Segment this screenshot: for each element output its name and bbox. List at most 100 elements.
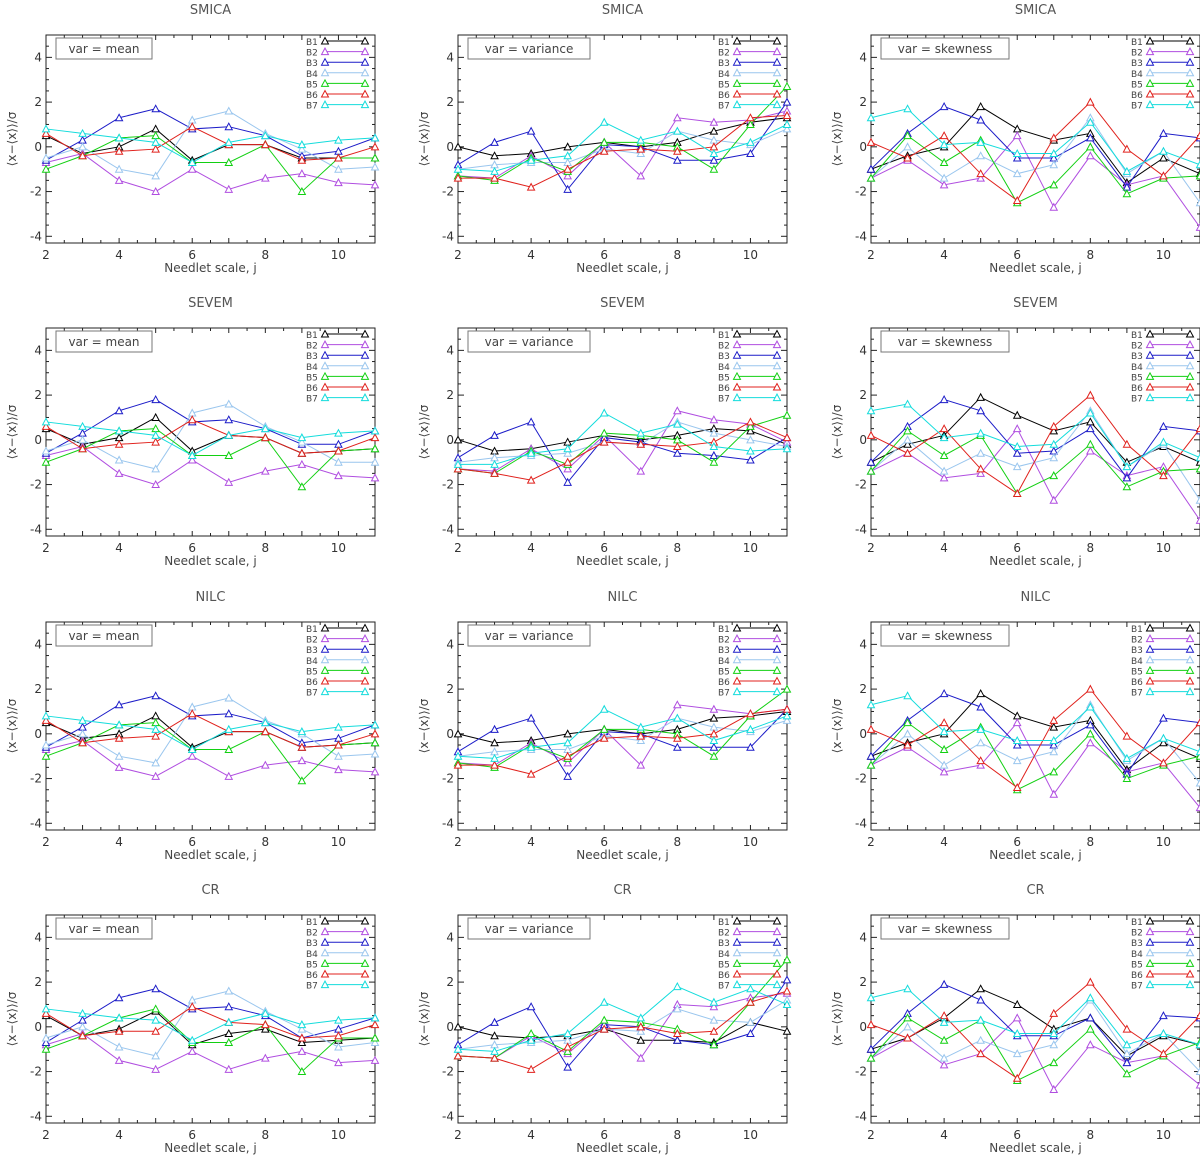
- data-point: [709, 126, 719, 135]
- legend-marker: [1145, 927, 1155, 936]
- series-line-b4: [870, 116, 1200, 204]
- data-point: [151, 758, 161, 767]
- series-line-b6: [45, 713, 376, 748]
- data-point: [672, 742, 682, 751]
- legend-marker: [772, 68, 782, 77]
- data-point: [224, 1017, 234, 1026]
- data-point: [1195, 495, 1200, 504]
- legend-marker: [1145, 958, 1155, 967]
- legend-label: B1: [718, 331, 730, 341]
- data-point: [672, 982, 682, 991]
- legend-marker: [360, 89, 370, 98]
- series-line-b3: [870, 106, 1200, 188]
- data-point: [1012, 441, 1022, 451]
- data-point: [599, 408, 609, 417]
- data-point: [187, 415, 197, 424]
- data-point: [599, 146, 609, 155]
- legend-marker: [772, 958, 782, 967]
- data-point: [1012, 462, 1022, 471]
- x-tick-label: 10: [743, 1128, 758, 1142]
- panel-title: CR: [1026, 883, 1044, 898]
- panel-cr-skewness: CR 2 4 6 8 10 -4 -2 0 2 4 Needlet scale, j ⟨x−⟨x⟩⟩/σ…: [830, 883, 1200, 1155]
- legend-label: B2: [718, 342, 730, 352]
- data-point: [370, 142, 380, 151]
- data-point: [490, 173, 499, 182]
- data-point: [151, 430, 161, 439]
- legend-marker: [360, 958, 370, 967]
- data-point: [976, 464, 986, 473]
- data-point: [370, 1037, 380, 1046]
- y-tick-label: 4: [34, 637, 42, 651]
- data-point: [672, 448, 682, 457]
- series-line-b1: [457, 1021, 788, 1043]
- x-tick-label: 6: [600, 541, 608, 555]
- data-point: [976, 173, 986, 182]
- data-point: [151, 711, 161, 720]
- data-point: [782, 97, 792, 106]
- data-point: [563, 771, 573, 780]
- data-point: [939, 424, 949, 433]
- data-point: [746, 426, 755, 435]
- series-line-b3: [870, 983, 1200, 1064]
- data-point: [114, 1042, 124, 1051]
- legend-label: B6: [1131, 91, 1143, 101]
- series-line-b4: [457, 128, 788, 170]
- data-point: [453, 173, 463, 182]
- data-point: [939, 979, 949, 988]
- data-point: [1012, 410, 1022, 419]
- y-tick-label: 2: [446, 682, 454, 696]
- x-axis-label: Needlet scale, j: [576, 1141, 668, 1155]
- data-point: [260, 424, 270, 433]
- data-point: [866, 993, 876, 1002]
- x-tick-label: 10: [331, 541, 346, 555]
- plot-frame: [870, 34, 1200, 244]
- plot-frame: [870, 621, 1200, 831]
- data-point: [41, 751, 51, 760]
- legend-label: B2: [1131, 929, 1143, 939]
- data-point: [1085, 151, 1095, 160]
- data-point: [563, 1042, 573, 1051]
- series-line-b3: [45, 108, 376, 161]
- var-label: var = variance: [485, 922, 574, 936]
- data-point: [526, 742, 536, 751]
- data-point: [334, 471, 343, 480]
- series-line-b5: [457, 414, 788, 474]
- data-point: [114, 468, 124, 477]
- data-point: [939, 466, 949, 475]
- legend-marker: [320, 937, 330, 946]
- data-point: [334, 1015, 343, 1024]
- x-tick-label: 4: [527, 835, 535, 849]
- series-line-b2: [457, 992, 788, 1059]
- var-label-box: [55, 917, 153, 940]
- data-point: [334, 1058, 343, 1067]
- series-line-b7: [457, 121, 788, 172]
- data-point: [782, 124, 792, 133]
- data-point: [903, 104, 912, 113]
- data-point: [1012, 782, 1022, 792]
- series-line-b7: [870, 988, 1200, 1046]
- data-point: [563, 751, 573, 760]
- data-point: [370, 473, 380, 482]
- data-point: [187, 455, 197, 464]
- panel-smica-variance: SMICA 2 4 6 8 10 -4 -2 0 2 4 Needlet scale, j ⟨x−⟨x⟩…: [417, 3, 792, 275]
- var-label-box: [467, 37, 591, 60]
- data-point: [782, 119, 792, 128]
- legend-marker: [320, 100, 330, 109]
- legend-marker: [360, 350, 370, 359]
- legend-label: B3: [718, 646, 730, 656]
- data-point: [903, 153, 912, 162]
- data-point: [114, 700, 124, 709]
- x-tick-label: 8: [262, 835, 270, 849]
- legend-marker: [772, 350, 782, 359]
- data-point: [1012, 999, 1022, 1008]
- x-axis-label: Needlet scale, j: [164, 848, 256, 862]
- data-point: [903, 131, 912, 140]
- data-point: [78, 128, 87, 137]
- data-point: [746, 119, 755, 128]
- data-point: [563, 164, 573, 173]
- legend-label: B5: [718, 373, 730, 383]
- legend-marker: [772, 687, 782, 696]
- data-point: [1159, 1028, 1168, 1038]
- data-point: [1122, 482, 1132, 491]
- data-point: [1085, 684, 1095, 693]
